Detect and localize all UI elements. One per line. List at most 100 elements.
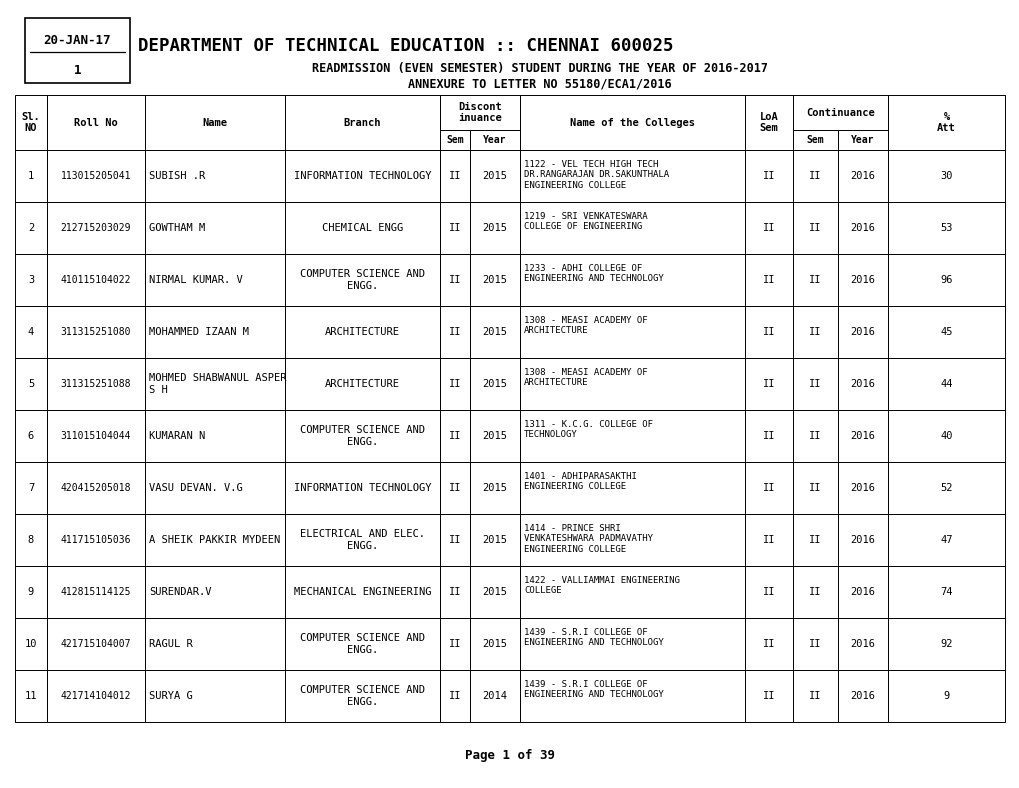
Text: II: II: [762, 431, 774, 441]
Text: 2: 2: [28, 223, 34, 233]
Text: 2016: 2016: [850, 275, 874, 285]
Bar: [792, 618, 838, 670]
Text: 2015: 2015: [482, 431, 507, 441]
Text: 2015: 2015: [482, 327, 507, 337]
Text: Year: Year: [483, 135, 506, 145]
Text: II: II: [448, 587, 461, 597]
Text: II: II: [762, 483, 774, 493]
Text: II: II: [448, 483, 461, 493]
Text: 410115104022: 410115104022: [61, 275, 131, 285]
Bar: [47, 618, 145, 670]
Bar: [792, 130, 838, 150]
Bar: [888, 566, 1004, 618]
Text: 74: 74: [940, 587, 952, 597]
Text: Discont
inuance: Discont inuance: [458, 102, 501, 123]
Bar: [744, 306, 792, 358]
Bar: [439, 254, 470, 306]
Text: COMPUTER SCIENCE AND
ENGG.: COMPUTER SCIENCE AND ENGG.: [300, 634, 425, 655]
Text: II: II: [762, 327, 774, 337]
Bar: [145, 462, 284, 514]
Text: 1422 - VALLIAMMAI ENGINEERING
COLLEGE: 1422 - VALLIAMMAI ENGINEERING COLLEGE: [524, 576, 680, 596]
Bar: [838, 670, 888, 722]
Text: II: II: [448, 431, 461, 441]
Text: II: II: [448, 275, 461, 285]
Text: 1122 - VEL TECH HIGH TECH
DR.RANGARAJAN DR.SAKUNTHALA
ENGINEERING COLLEGE: 1122 - VEL TECH HIGH TECH DR.RANGARAJAN …: [524, 160, 668, 190]
Bar: [47, 514, 145, 566]
Text: 3: 3: [28, 275, 34, 285]
Text: 1233 - ADHI COLLEGE OF
ENGINEERING AND TECHNOLOGY: 1233 - ADHI COLLEGE OF ENGINEERING AND T…: [524, 264, 663, 284]
Bar: [744, 358, 792, 410]
Bar: [792, 150, 838, 202]
Bar: [888, 306, 1004, 358]
Text: MECHANICAL ENGINEERING: MECHANICAL ENGINEERING: [293, 587, 431, 597]
Text: Roll No: Roll No: [74, 117, 118, 128]
Text: 30: 30: [940, 171, 952, 181]
Text: COMPUTER SCIENCE AND
ENGG.: COMPUTER SCIENCE AND ENGG.: [300, 426, 425, 447]
Bar: [470, 670, 520, 722]
Text: II: II: [762, 171, 774, 181]
Bar: [145, 566, 284, 618]
Bar: [470, 410, 520, 462]
Bar: [284, 566, 439, 618]
Text: 40: 40: [940, 431, 952, 441]
Bar: [47, 306, 145, 358]
Bar: [284, 202, 439, 254]
Text: 311015104044: 311015104044: [61, 431, 131, 441]
Bar: [744, 254, 792, 306]
Bar: [439, 410, 470, 462]
Text: GOWTHAM M: GOWTHAM M: [149, 223, 205, 233]
Text: 9: 9: [28, 587, 34, 597]
Text: 212715203029: 212715203029: [61, 223, 131, 233]
Text: II: II: [448, 327, 461, 337]
Bar: [47, 358, 145, 410]
Text: 421715104007: 421715104007: [61, 639, 131, 649]
Bar: [792, 358, 838, 410]
Bar: [15, 202, 47, 254]
Text: Name: Name: [203, 117, 227, 128]
Text: II: II: [808, 327, 821, 337]
Text: Continuance: Continuance: [805, 107, 874, 117]
Bar: [47, 566, 145, 618]
Text: A SHEIK PAKKIR MYDEEN: A SHEIK PAKKIR MYDEEN: [149, 535, 280, 545]
Text: Name of the Colleges: Name of the Colleges: [570, 117, 694, 128]
Text: 1311 - K.C.G. COLLEGE OF
TECHNOLOGY: 1311 - K.C.G. COLLEGE OF TECHNOLOGY: [524, 420, 652, 440]
Bar: [439, 202, 470, 254]
Text: COMPUTER SCIENCE AND
ENGG.: COMPUTER SCIENCE AND ENGG.: [300, 686, 425, 707]
Bar: [15, 95, 47, 150]
Bar: [470, 462, 520, 514]
Text: II: II: [808, 431, 821, 441]
Text: 53: 53: [940, 223, 952, 233]
Text: ELECTRICAL AND ELEC.
ENGG.: ELECTRICAL AND ELEC. ENGG.: [300, 530, 425, 551]
Text: II: II: [762, 223, 774, 233]
Text: 1439 - S.R.I COLLEGE OF
ENGINEERING AND TECHNOLOGY: 1439 - S.R.I COLLEGE OF ENGINEERING AND …: [524, 680, 663, 700]
Text: ANNEXURE TO LETTER NO 55180/ECA1/2016: ANNEXURE TO LETTER NO 55180/ECA1/2016: [408, 77, 672, 91]
Bar: [284, 254, 439, 306]
Bar: [520, 254, 744, 306]
Bar: [470, 566, 520, 618]
Text: 2015: 2015: [482, 275, 507, 285]
Text: NIRMAL KUMAR. V: NIRMAL KUMAR. V: [149, 275, 243, 285]
Text: 2015: 2015: [482, 223, 507, 233]
Bar: [792, 202, 838, 254]
Text: 1: 1: [28, 171, 34, 181]
Bar: [470, 150, 520, 202]
Bar: [47, 462, 145, 514]
Bar: [439, 130, 470, 150]
Bar: [744, 514, 792, 566]
Text: II: II: [448, 379, 461, 389]
Text: Branch: Branch: [343, 117, 381, 128]
Text: II: II: [448, 223, 461, 233]
Text: II: II: [808, 171, 821, 181]
Bar: [439, 150, 470, 202]
Bar: [15, 514, 47, 566]
Text: MOHMED SHABWANUL ASPER
S H: MOHMED SHABWANUL ASPER S H: [149, 374, 286, 395]
Text: 2016: 2016: [850, 171, 874, 181]
Text: LoA
Sem: LoA Sem: [759, 112, 777, 133]
Bar: [888, 670, 1004, 722]
Text: ARCHITECTURE: ARCHITECTURE: [325, 379, 399, 389]
Text: 52: 52: [940, 483, 952, 493]
Text: II: II: [808, 275, 821, 285]
Bar: [470, 254, 520, 306]
Bar: [520, 306, 744, 358]
Text: 10: 10: [24, 639, 38, 649]
